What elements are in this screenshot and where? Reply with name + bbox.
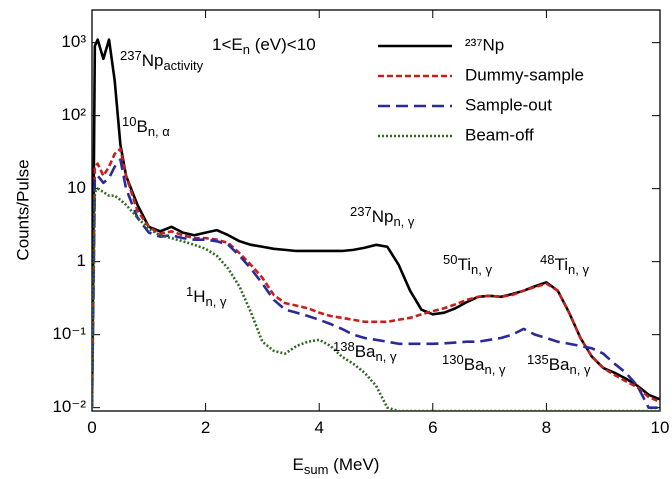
y-tick-label: 10 [67, 178, 86, 197]
annotation-part: n, α [148, 124, 170, 139]
annotation-part: 138 [333, 339, 355, 354]
annotation-part: Ba [549, 355, 570, 374]
legend-label: Dummy-sample [465, 65, 584, 84]
annotation: 237Npn, γ [350, 204, 415, 229]
annotation: 1<En (eV)<10 [212, 35, 316, 57]
annotation-part: n [243, 42, 250, 57]
legend-label: ²³⁷Np [465, 35, 504, 54]
annotation-part: 130 [442, 352, 464, 367]
annotation: 10Bn, α [122, 114, 170, 139]
annotation: 130Ban, γ [442, 352, 506, 377]
annotation-part: 237 [350, 204, 372, 219]
series-line [92, 187, 660, 411]
annotation-part: H [193, 287, 205, 306]
x-tick-label: 0 [87, 418, 96, 437]
x-tick-label: 2 [201, 418, 210, 437]
annotation-part: Np [142, 51, 164, 70]
annotation-part: 237 [120, 48, 142, 63]
x-tick-label: 6 [428, 418, 437, 437]
annotation-part: B [136, 117, 147, 136]
x-tick-label: 4 [314, 418, 323, 437]
annotation-part: n, γ [206, 294, 227, 309]
y-tick-label: 1 [77, 251, 86, 270]
annotation: 48Tin, γ [540, 252, 589, 277]
y-tick-label: 10² [61, 105, 86, 124]
y-tick-label: 10⁻² [52, 397, 86, 416]
plot-area [92, 38, 660, 411]
annotation-part: 1 [186, 284, 193, 299]
x-tick-label: 8 [542, 418, 551, 437]
y-axis-label: Counts/Pulse [13, 159, 32, 260]
series-line [92, 147, 660, 408]
annotation-part: Ba [355, 342, 376, 361]
annotation-part: n, γ [376, 349, 397, 364]
legend-label: Sample-out [465, 95, 552, 114]
annotation-part: Np [372, 207, 394, 226]
annotation-part: Ti [457, 255, 471, 274]
annotation-part: 1<E [212, 35, 243, 54]
annotation-part: activity [163, 58, 203, 73]
annotation: 237Npactivity [120, 48, 204, 73]
annotation-part: n, γ [485, 362, 506, 377]
annotation-part: 50 [443, 252, 457, 267]
x-tick-label: 10 [651, 418, 670, 437]
annotation: 135Ban, γ [527, 352, 591, 377]
annotation-part: n, γ [570, 362, 591, 377]
plot-frame [91, 9, 661, 412]
legend-label: Beam-off [465, 125, 534, 144]
annotation-part: (eV)<10 [250, 35, 316, 54]
annotation: 50Tin, γ [443, 252, 492, 277]
series-line [92, 158, 660, 409]
annotation-part: Ba [464, 355, 485, 374]
x-axis-label: Esum (MeV) [293, 455, 380, 477]
x-axis-label-part: sum [304, 462, 329, 477]
x-axis-label-part: (MeV) [328, 455, 379, 474]
annotation-part: n, γ [568, 262, 589, 277]
x-axis-label-part: E [293, 455, 304, 474]
annotation-part: Ti [554, 255, 568, 274]
annotation-part: 10 [122, 114, 136, 129]
y-tick-label: 10³ [61, 32, 86, 51]
annotation-part: n, γ [471, 262, 492, 277]
annotation: 1Hn, γ [186, 284, 227, 309]
annotation: 138Ban, γ [333, 339, 397, 364]
annotation-part: n, γ [393, 214, 414, 229]
y-tick-label: 10⁻¹ [52, 324, 86, 343]
annotation-part: 48 [540, 252, 554, 267]
annotation-part: 135 [527, 352, 549, 367]
